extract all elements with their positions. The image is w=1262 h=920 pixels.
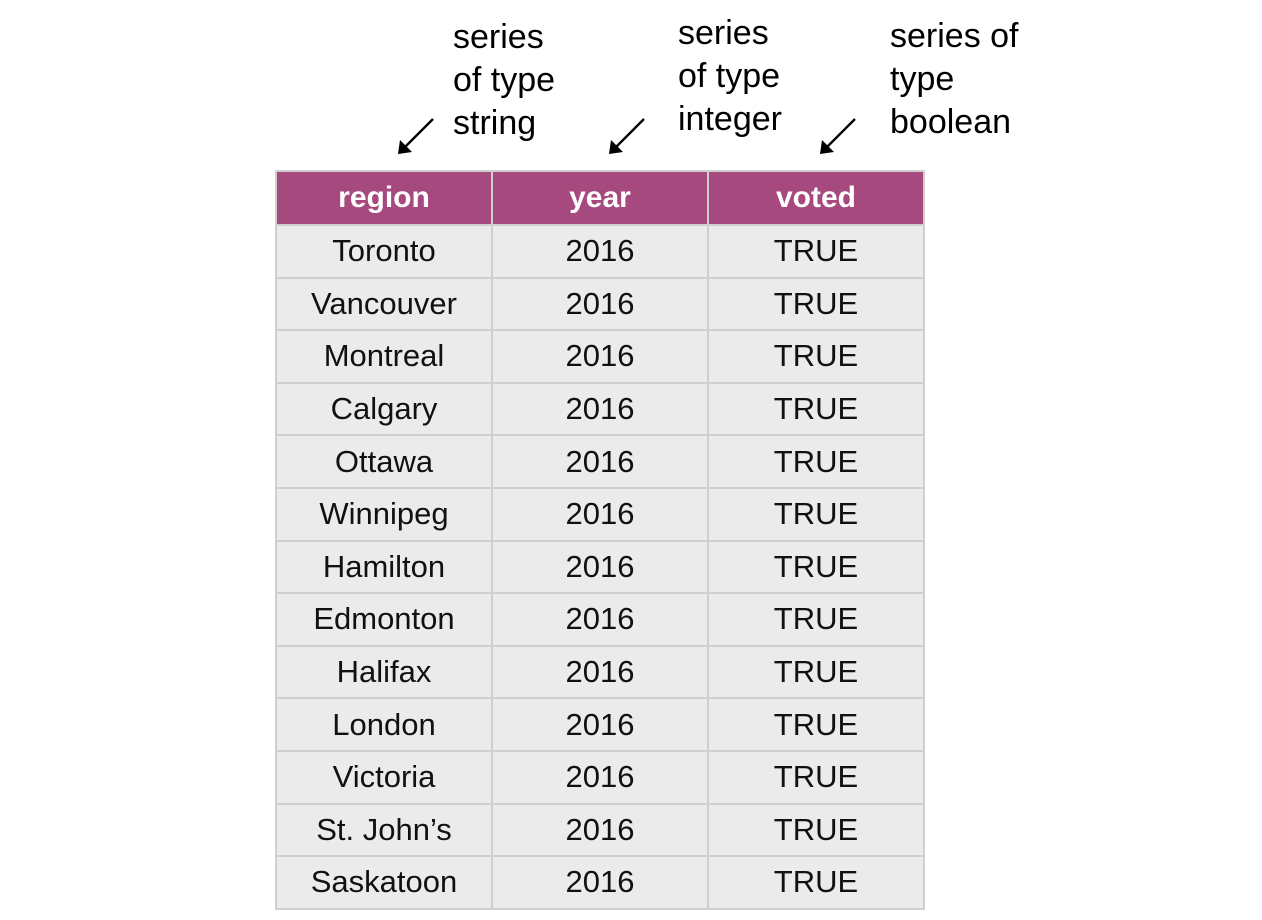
cell-voted: TRUE [707, 276, 925, 332]
annotation-line: of type [453, 61, 556, 99]
column-header-year: year [491, 170, 709, 226]
cell-voted: TRUE [707, 592, 925, 647]
table-row: Victoria 2016 TRUE [275, 749, 925, 805]
arrow-down-left-icon [820, 118, 856, 154]
cell-year: 2016 [491, 486, 709, 542]
cell-voted: TRUE [707, 381, 925, 437]
table-row: Montreal 2016 TRUE [275, 329, 925, 384]
cell-year: 2016 [491, 802, 709, 858]
cell-year: 2016 [491, 276, 709, 332]
cell-year: 2016 [491, 329, 709, 384]
cell-year: 2016 [491, 592, 709, 647]
cell-voted: TRUE [707, 697, 925, 752]
cell-year: 2016 [491, 697, 709, 752]
annotation-integer-series: series of type integer [678, 12, 782, 141]
cell-region: Hamilton [275, 539, 493, 595]
column-header-region: region [275, 170, 493, 226]
cell-voted: TRUE [707, 224, 925, 279]
arrow-down-left-icon [609, 118, 645, 154]
cell-region: Ottawa [275, 434, 493, 489]
cell-region: Winnipeg [275, 486, 493, 542]
cell-year: 2016 [491, 539, 709, 595]
cell-year: 2016 [491, 381, 709, 437]
annotation-string-series: series of type string [453, 16, 555, 145]
annotation-line: boolean [890, 103, 1012, 141]
table-row: Calgary 2016 TRUE [275, 381, 925, 437]
cell-voted: TRUE [707, 434, 925, 489]
cell-year: 2016 [491, 855, 709, 910]
cell-region: Victoria [275, 749, 493, 805]
cell-region: St. John’s [275, 802, 493, 858]
table-row: Ottawa 2016 TRUE [275, 434, 925, 489]
table-row: Vancouver 2016 TRUE [275, 276, 925, 332]
table-row: Toronto 2016 TRUE [275, 224, 925, 279]
table-row: Saskatoon 2016 TRUE [275, 855, 925, 910]
annotation-line: string [453, 104, 537, 142]
cell-region: Montreal [275, 329, 493, 384]
table-header-row: region year voted [275, 170, 925, 226]
arrow-down-left-icon [398, 118, 434, 154]
annotation-line: series [453, 18, 544, 56]
annotation-line: series of [890, 17, 1019, 55]
cell-voted: TRUE [707, 486, 925, 542]
cell-voted: TRUE [707, 749, 925, 805]
cell-voted: TRUE [707, 329, 925, 384]
annotation-line: integer [678, 100, 782, 138]
cell-year: 2016 [491, 644, 709, 700]
table-row: Halifax 2016 TRUE [275, 644, 925, 700]
annotation-boolean-series: series of type boolean [890, 15, 1019, 144]
table-row: London 2016 TRUE [275, 697, 925, 752]
table-row: Winnipeg 2016 TRUE [275, 486, 925, 542]
cell-region: Vancouver [275, 276, 493, 332]
cell-voted: TRUE [707, 802, 925, 858]
cell-year: 2016 [491, 224, 709, 279]
table-row: Edmonton 2016 TRUE [275, 592, 925, 647]
cell-region: Toronto [275, 224, 493, 279]
annotation-line: type [890, 60, 955, 98]
cell-voted: TRUE [707, 539, 925, 595]
cell-region: Halifax [275, 644, 493, 700]
table-row: St. John’s 2016 TRUE [275, 802, 925, 858]
cell-region: London [275, 697, 493, 752]
annotation-line: of type [678, 57, 781, 95]
column-header-voted: voted [707, 170, 925, 226]
cell-region: Edmonton [275, 592, 493, 647]
data-table: region year voted Toronto 2016 TRUE Vanc… [275, 170, 925, 910]
cell-year: 2016 [491, 749, 709, 805]
cell-voted: TRUE [707, 855, 925, 910]
cell-region: Saskatoon [275, 855, 493, 910]
table-row: Hamilton 2016 TRUE [275, 539, 925, 595]
cell-year: 2016 [491, 434, 709, 489]
cell-region: Calgary [275, 381, 493, 437]
cell-voted: TRUE [707, 644, 925, 700]
annotation-line: series [678, 14, 769, 52]
